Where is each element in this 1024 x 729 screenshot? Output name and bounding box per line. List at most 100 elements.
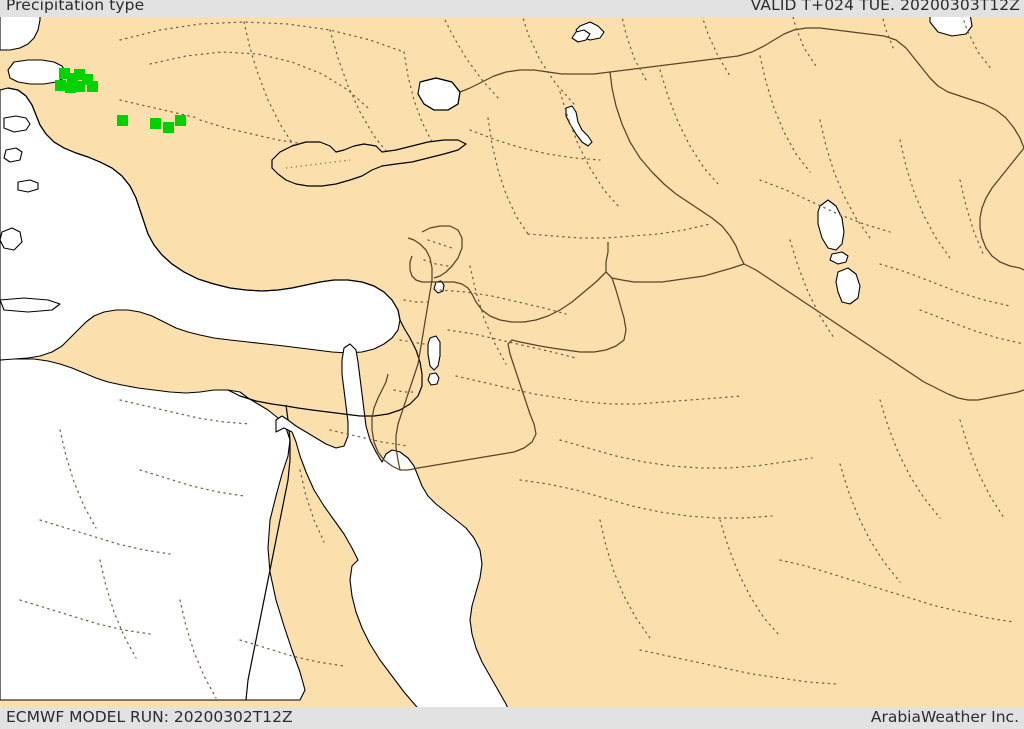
levant-coast (285, 319, 423, 417)
admin-turkey-10 (789, 5, 817, 67)
admin-turkey-8 (619, 7, 647, 81)
border-jordan-syria-line (409, 255, 607, 323)
admin-saudi-6 (879, 399, 941, 519)
nile-river (245, 404, 291, 701)
admin-egypt-3 (139, 469, 245, 497)
admin-lebanon-1 (427, 239, 453, 249)
island-lesbos (3, 115, 31, 133)
precip-marker-rain[interactable] (86, 80, 98, 92)
valid-time-label: VALID T+024 TUE. 20200303T12Z (750, 0, 1020, 14)
syria-turkey-coast (417, 77, 461, 111)
model-run-label: ECMWF MODEL RUN: 20200302T12Z (6, 708, 293, 726)
border-lebanon (421, 225, 463, 279)
admin-sinai-2 (299, 469, 325, 543)
attribution-label: ArabiaWeather Inc. (870, 708, 1019, 726)
admin-saudi-9 (639, 649, 837, 685)
admin-turkey-4 (329, 29, 391, 157)
admin-turkey-12 (959, 9, 993, 71)
precip-marker-rain[interactable] (162, 121, 174, 133)
admin-syria-4 (527, 223, 711, 239)
border-jordan-israel (395, 237, 433, 471)
lake-habbaniyah (829, 251, 849, 265)
island-crete-edge (0, 297, 61, 313)
admin-saudi-5 (839, 463, 901, 583)
water-bodies (0, 0, 973, 729)
egypt-north-coast (227, 389, 287, 407)
border-iraq-saudi (743, 263, 949, 395)
national-borders (371, 27, 1024, 471)
border-iraq-iran (979, 147, 1024, 271)
border-jordan-saudi (400, 277, 627, 471)
admin-jordan-3 (455, 375, 743, 405)
admin-borders (19, 5, 1024, 699)
precip-marker-rain[interactable] (73, 80, 85, 92)
border-syria-iraq (609, 71, 745, 265)
admin-jordan-1 (439, 289, 567, 315)
precip-marker-rain[interactable] (149, 117, 161, 129)
admin-egypt-4 (39, 519, 171, 555)
border-syria-jordan (605, 242, 745, 283)
precip-marker-rain[interactable] (73, 68, 85, 80)
admin-iraq-1 (759, 179, 891, 233)
admin-saudi-8 (779, 559, 1015, 623)
precip-marker-rain[interactable] (58, 67, 70, 79)
admin-egypt-1 (119, 399, 251, 425)
border-turkey-iraq-iran (883, 35, 1024, 149)
admin-saudi-4 (719, 519, 781, 637)
admin-israel-2 (399, 339, 425, 345)
admin-turkey-1 (119, 21, 405, 53)
admin-syria-1 (469, 129, 601, 161)
island-chios (3, 147, 23, 163)
coastlines (7, 77, 461, 417)
admin-lebanon-2 (423, 259, 449, 267)
cyprus-green-line (285, 159, 351, 169)
precip-marker-rain[interactable] (54, 79, 66, 91)
admin-egypt-5 (99, 559, 137, 659)
precip-marker-rain[interactable] (116, 114, 128, 126)
lake-assad (565, 105, 593, 147)
admin-jordan-4 (469, 265, 507, 365)
red-sea (275, 343, 517, 729)
page-title: Precipitation type (6, 0, 145, 14)
lake-tharthar (817, 199, 845, 251)
turkey-south-coast (7, 87, 401, 321)
admin-iraq-6 (919, 309, 1024, 345)
sea-of-galilee (433, 280, 445, 294)
admin-turkey-7 (519, 7, 575, 105)
admin-iraq-7 (959, 179, 985, 257)
admin-saudi-7 (959, 419, 1005, 519)
mediterranean-sea (0, 358, 306, 701)
precip-marker-rain[interactable] (81, 73, 93, 85)
lake-keban (571, 29, 591, 43)
precip-marker-rain[interactable] (174, 114, 186, 126)
admin-sinai-1 (329, 429, 409, 447)
admin-egypt-2 (59, 429, 97, 529)
island-samos (17, 179, 39, 193)
admin-israel-1 (403, 299, 429, 303)
admin-turkey-6 (439, 9, 501, 101)
admin-egypt-6 (19, 599, 151, 635)
admin-iraq-4 (879, 263, 1011, 307)
admin-egypt-7 (179, 599, 217, 699)
admin-turkey-14 (119, 99, 199, 119)
admin-turkey-13 (199, 119, 305, 145)
border-turkey-syria (459, 27, 885, 93)
island-rhodes (0, 227, 23, 251)
cyprus (271, 139, 467, 187)
dead-sea-south (427, 372, 440, 386)
dead-sea (427, 335, 441, 371)
footer-bar: ECMWF MODEL RUN: 20200302T12Z ArabiaWeat… (0, 707, 1024, 729)
admin-israel-3 (393, 389, 415, 393)
admin-jordan-2 (447, 329, 577, 359)
precip-marker-rain[interactable] (66, 72, 78, 84)
precip-marker-rain[interactable] (64, 81, 76, 93)
admin-syria-5 (659, 69, 721, 187)
admin-saudi-2 (559, 439, 813, 469)
admin-syria-2 (487, 117, 529, 235)
cyprus-landmass (271, 139, 467, 187)
lake-razzaza (835, 267, 861, 305)
